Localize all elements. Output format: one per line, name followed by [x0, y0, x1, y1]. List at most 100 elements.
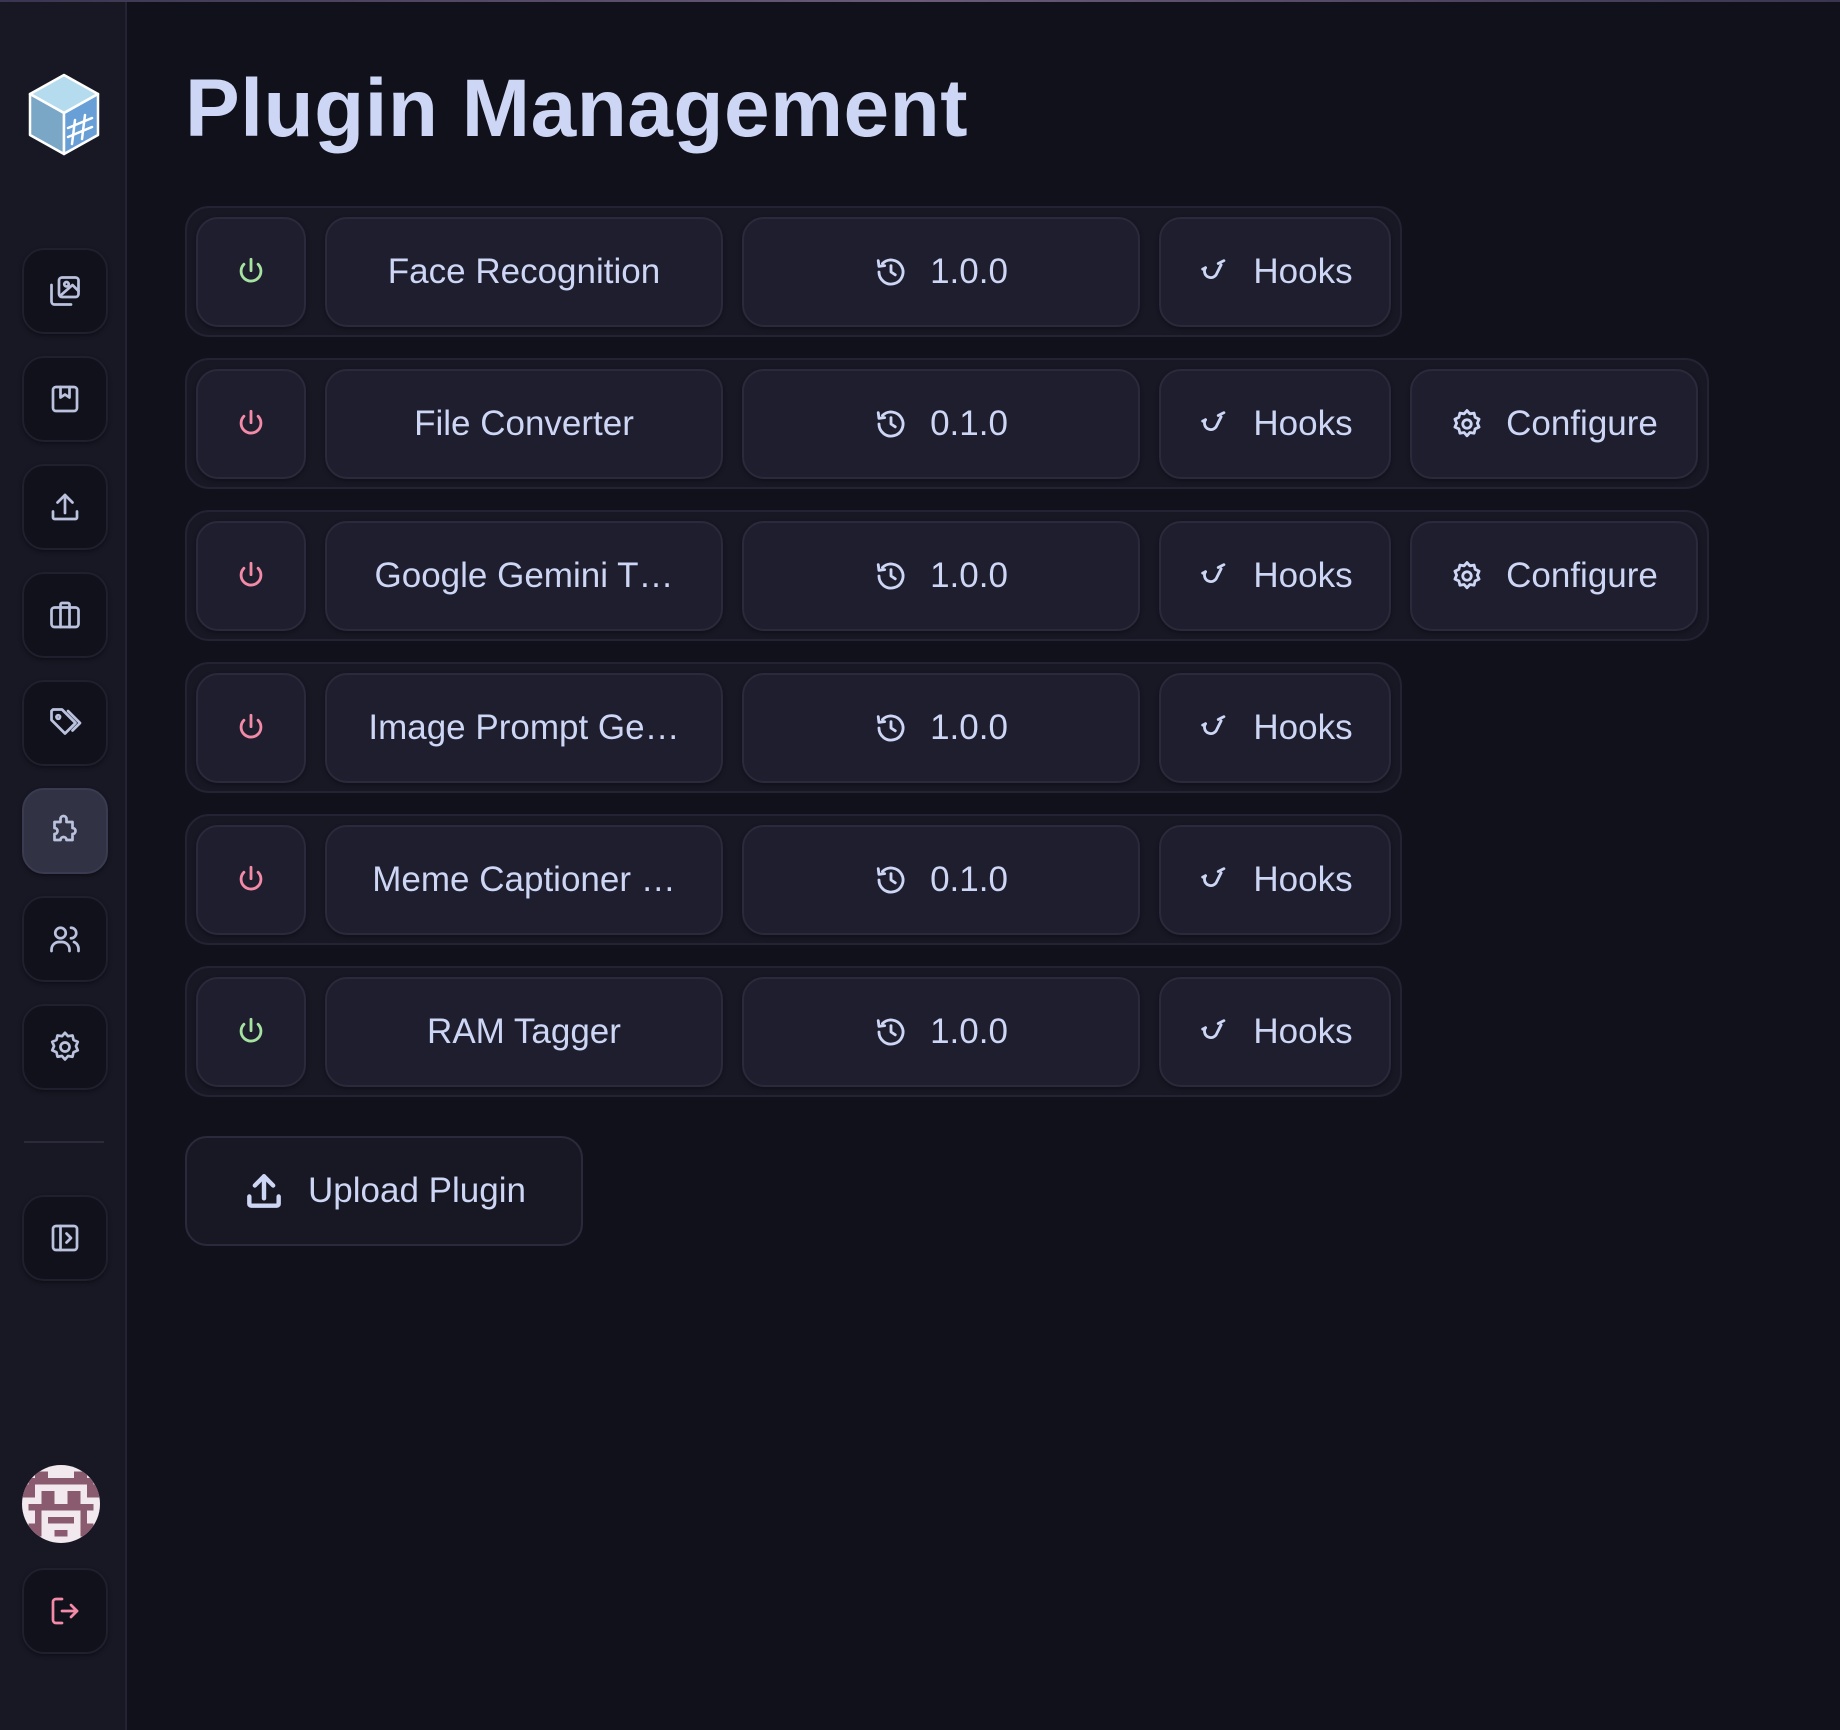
- gear-icon: [50, 1031, 80, 1061]
- hooks-label: Hooks: [1253, 860, 1353, 899]
- plugin-version: 1.0.0: [930, 556, 1008, 595]
- images-icon: [50, 276, 80, 306]
- plugin-toggle-button[interactable]: [196, 521, 306, 631]
- history-icon: [876, 562, 905, 590]
- briefcase-icon: [50, 601, 80, 629]
- plugin-version-button[interactable]: 1.0.0: [742, 217, 1140, 327]
- plugin-name: Face Recognition: [387, 252, 661, 291]
- avatar-identicon: [22, 1471, 100, 1537]
- plugin-name-button[interactable]: Meme Captioner …: [325, 825, 723, 935]
- plugin-row: RAM Tagger 1.0.0 Hooks: [185, 966, 1402, 1097]
- page-title: Plugin Management: [185, 63, 969, 154]
- plugin-name: Google Gemini T…: [374, 556, 674, 595]
- hook-icon: [1201, 867, 1226, 887]
- plugin-version: 0.1.0: [930, 404, 1008, 443]
- plugin-name: Image Prompt Ge…: [368, 708, 680, 747]
- history-icon: [876, 410, 905, 438]
- logout-icon: [51, 1597, 79, 1625]
- plugin-row: File Converter 0.1.0 Hooks Configure: [185, 358, 1709, 489]
- plugin-hooks-button[interactable]: Hooks: [1159, 825, 1391, 935]
- upload-icon: [51, 493, 79, 521]
- logout-button[interactable]: [22, 1568, 108, 1654]
- plugin-version-button[interactable]: 0.1.0: [742, 369, 1140, 479]
- hook-icon: [1201, 563, 1226, 583]
- plugin-configure-button[interactable]: Configure: [1410, 369, 1698, 479]
- plugin-name-button[interactable]: Image Prompt Ge…: [325, 673, 723, 783]
- sidebar-item-upload[interactable]: [22, 464, 108, 550]
- history-icon: [876, 1018, 905, 1046]
- sidebar-expand-icon: [51, 1224, 79, 1252]
- hook-icon: [1201, 1019, 1226, 1039]
- sidebar-item-plugins[interactable]: [22, 788, 108, 874]
- plugin-version-button[interactable]: 0.1.0: [742, 825, 1140, 935]
- sidebar-item-tags[interactable]: [22, 680, 108, 766]
- plugin-name: File Converter: [414, 404, 634, 443]
- sidebar-item-collections[interactable]: [22, 572, 108, 658]
- configure-label: Configure: [1506, 556, 1658, 595]
- plugin-hooks-button[interactable]: Hooks: [1159, 521, 1391, 631]
- plugin-hooks-button[interactable]: Hooks: [1159, 369, 1391, 479]
- plugin-version: 1.0.0: [930, 1012, 1008, 1051]
- bookmark-icon: [51, 385, 79, 413]
- plugin-name-button[interactable]: RAM Tagger: [325, 977, 723, 1087]
- tags-icon: [50, 708, 82, 735]
- users-icon: [50, 926, 80, 953]
- upload-icon: [247, 1174, 281, 1208]
- sidebar-item-saved[interactable]: [22, 356, 108, 442]
- plugin-row: Face Recognition 1.0.0 Hooks: [185, 206, 1402, 337]
- plugin-version-button[interactable]: 1.0.0: [742, 521, 1140, 631]
- plugin-name-button[interactable]: Google Gemini T…: [325, 521, 723, 631]
- plugin-version-button[interactable]: 1.0.0: [742, 977, 1140, 1087]
- sidebar-item-gallery[interactable]: [22, 248, 108, 334]
- hook-icon: [1201, 259, 1226, 279]
- history-icon: [876, 866, 905, 894]
- plugin-name: RAM Tagger: [427, 1012, 621, 1051]
- power-icon: [239, 865, 263, 891]
- user-avatar[interactable]: [22, 1465, 100, 1543]
- plugin-row: Image Prompt Ge… 1.0.0 Hooks: [185, 662, 1402, 793]
- hooks-label: Hooks: [1253, 1012, 1353, 1051]
- sidebar: [0, 2, 127, 1730]
- plugin-toggle-button[interactable]: [196, 673, 306, 783]
- power-icon: [239, 561, 263, 587]
- plugin-row: Meme Captioner … 0.1.0 Hooks: [185, 814, 1402, 945]
- hooks-label: Hooks: [1253, 252, 1353, 291]
- sidebar-item-users[interactable]: [22, 896, 108, 982]
- plugin-hooks-button[interactable]: Hooks: [1159, 977, 1391, 1087]
- hook-icon: [1201, 715, 1226, 735]
- gear-icon: [1453, 561, 1481, 590]
- hooks-label: Hooks: [1253, 708, 1353, 747]
- hooks-label: Hooks: [1253, 556, 1353, 595]
- plugin-version: 1.0.0: [930, 252, 1008, 291]
- plugin-version: 1.0.0: [930, 708, 1008, 747]
- plugin-toggle-button[interactable]: [196, 217, 306, 327]
- gear-icon: [1453, 409, 1481, 438]
- plugin-toggle-button[interactable]: [196, 825, 306, 935]
- configure-label: Configure: [1506, 404, 1658, 443]
- upload-plugin-button[interactable]: Upload Plugin: [185, 1136, 583, 1246]
- upload-plugin-label: Upload Plugin: [308, 1171, 526, 1210]
- plugin-toggle-button[interactable]: [196, 977, 306, 1087]
- power-icon: [239, 713, 263, 739]
- plugin-hooks-button[interactable]: Hooks: [1159, 217, 1391, 327]
- hook-icon: [1201, 411, 1226, 431]
- plugin-version-button[interactable]: 1.0.0: [742, 673, 1140, 783]
- plugin-row: Google Gemini T… 1.0.0 Hooks Configure: [185, 510, 1709, 641]
- plugin-version: 0.1.0: [930, 860, 1008, 899]
- plugin-configure-button[interactable]: Configure: [1410, 521, 1698, 631]
- app-logo[interactable]: [26, 72, 102, 158]
- plugin-toggle-button[interactable]: [196, 369, 306, 479]
- plugin-name-button[interactable]: File Converter: [325, 369, 723, 479]
- hooks-label: Hooks: [1253, 404, 1353, 443]
- sidebar-divider: [24, 1141, 104, 1143]
- plugin-name-button[interactable]: Face Recognition: [325, 217, 723, 327]
- history-icon: [876, 714, 905, 742]
- window-top-border: [0, 0, 1840, 2]
- sidebar-collapse-button[interactable]: [22, 1195, 108, 1281]
- plugin-hooks-button[interactable]: Hooks: [1159, 673, 1391, 783]
- history-icon: [876, 258, 905, 286]
- sidebar-item-settings[interactable]: [22, 1004, 108, 1090]
- power-icon: [239, 1017, 263, 1043]
- puzzle-icon: [53, 814, 77, 842]
- power-icon: [239, 409, 263, 435]
